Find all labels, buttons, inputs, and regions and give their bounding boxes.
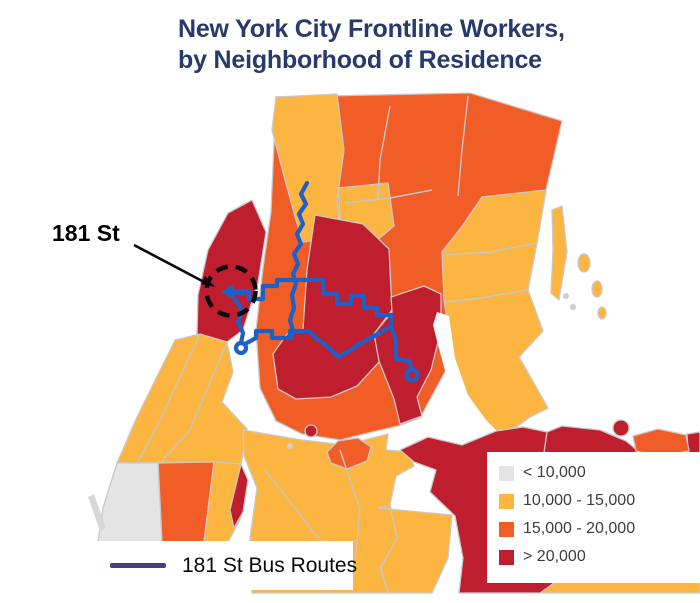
boundary-line — [137, 333, 201, 463]
legend-label: > 20,000 — [523, 548, 586, 565]
bus-routes-legend-label: 181 St Bus Routes — [182, 553, 358, 577]
legend-item: < 10,000 — [499, 463, 700, 483]
boundary-line — [160, 341, 228, 463]
water-channel — [433, 312, 500, 445]
bus-route-line — [231, 277, 415, 372]
region-upper-west-side — [97, 462, 163, 543]
islet — [287, 443, 293, 449]
legend-item: 10,000 - 15,000 — [499, 491, 700, 511]
bus-route-line — [242, 323, 394, 360]
island — [591, 280, 603, 298]
island — [597, 306, 607, 320]
highlight-circle-181st — [204, 264, 258, 318]
islet — [563, 293, 569, 299]
legend-label: < 10,000 — [523, 464, 586, 481]
annotation-label-181st: 181 St — [52, 220, 120, 246]
hudson-piers — [88, 494, 106, 531]
legend-swatch — [499, 493, 514, 509]
boundary-line — [443, 242, 538, 256]
region-rikers-island — [326, 437, 372, 470]
legend-swatch — [499, 521, 514, 537]
boundary-line — [339, 449, 361, 561]
boundary-line — [445, 289, 529, 303]
bus-route-line — [287, 180, 310, 341]
region-city-island — [550, 205, 568, 301]
legend-swatch — [499, 465, 514, 481]
island — [577, 253, 591, 273]
region-harlem-river-sliver — [229, 463, 249, 529]
page-title: New York City Frontline Workers, by Neig… — [178, 14, 648, 76]
bus-route-swatch — [110, 563, 166, 568]
region-brother-island — [304, 424, 318, 438]
region-long-island-city — [377, 504, 453, 594]
region-east-elmhurst-blob — [632, 428, 690, 458]
legend-item: 15,000 - 20,000 — [499, 519, 700, 539]
boundary-line — [344, 189, 433, 204]
choropleth-legend: < 10,000 10,000 - 15,000 15,000 - 20,000… — [487, 452, 700, 583]
legend-item: > 20,000 — [499, 547, 700, 567]
boundary-line — [457, 95, 469, 197]
bus-route-line — [232, 296, 246, 346]
islet — [570, 304, 576, 310]
pointer-line — [133, 243, 207, 285]
bus-routes-legend: 181 St Bus Routes — [97, 541, 357, 590]
region-harlem-hamilton-heights — [116, 333, 248, 465]
page-title-line1: New York City Frontline Workers, — [178, 15, 565, 43]
page-title-line2: by Neighborhood of Residence — [178, 46, 542, 74]
region-red-islet — [612, 419, 630, 437]
bus-route-terminal-loop — [404, 367, 420, 383]
boundary-line — [377, 105, 391, 201]
legend-label: 15,000 - 20,000 — [523, 520, 636, 537]
region-washington-heights — [196, 199, 267, 343]
legend-swatch — [499, 549, 514, 565]
legend-label: 10,000 - 15,000 — [523, 492, 636, 509]
bus-route-station-arrow — [221, 284, 245, 300]
pointer-arrowhead — [201, 276, 215, 287]
